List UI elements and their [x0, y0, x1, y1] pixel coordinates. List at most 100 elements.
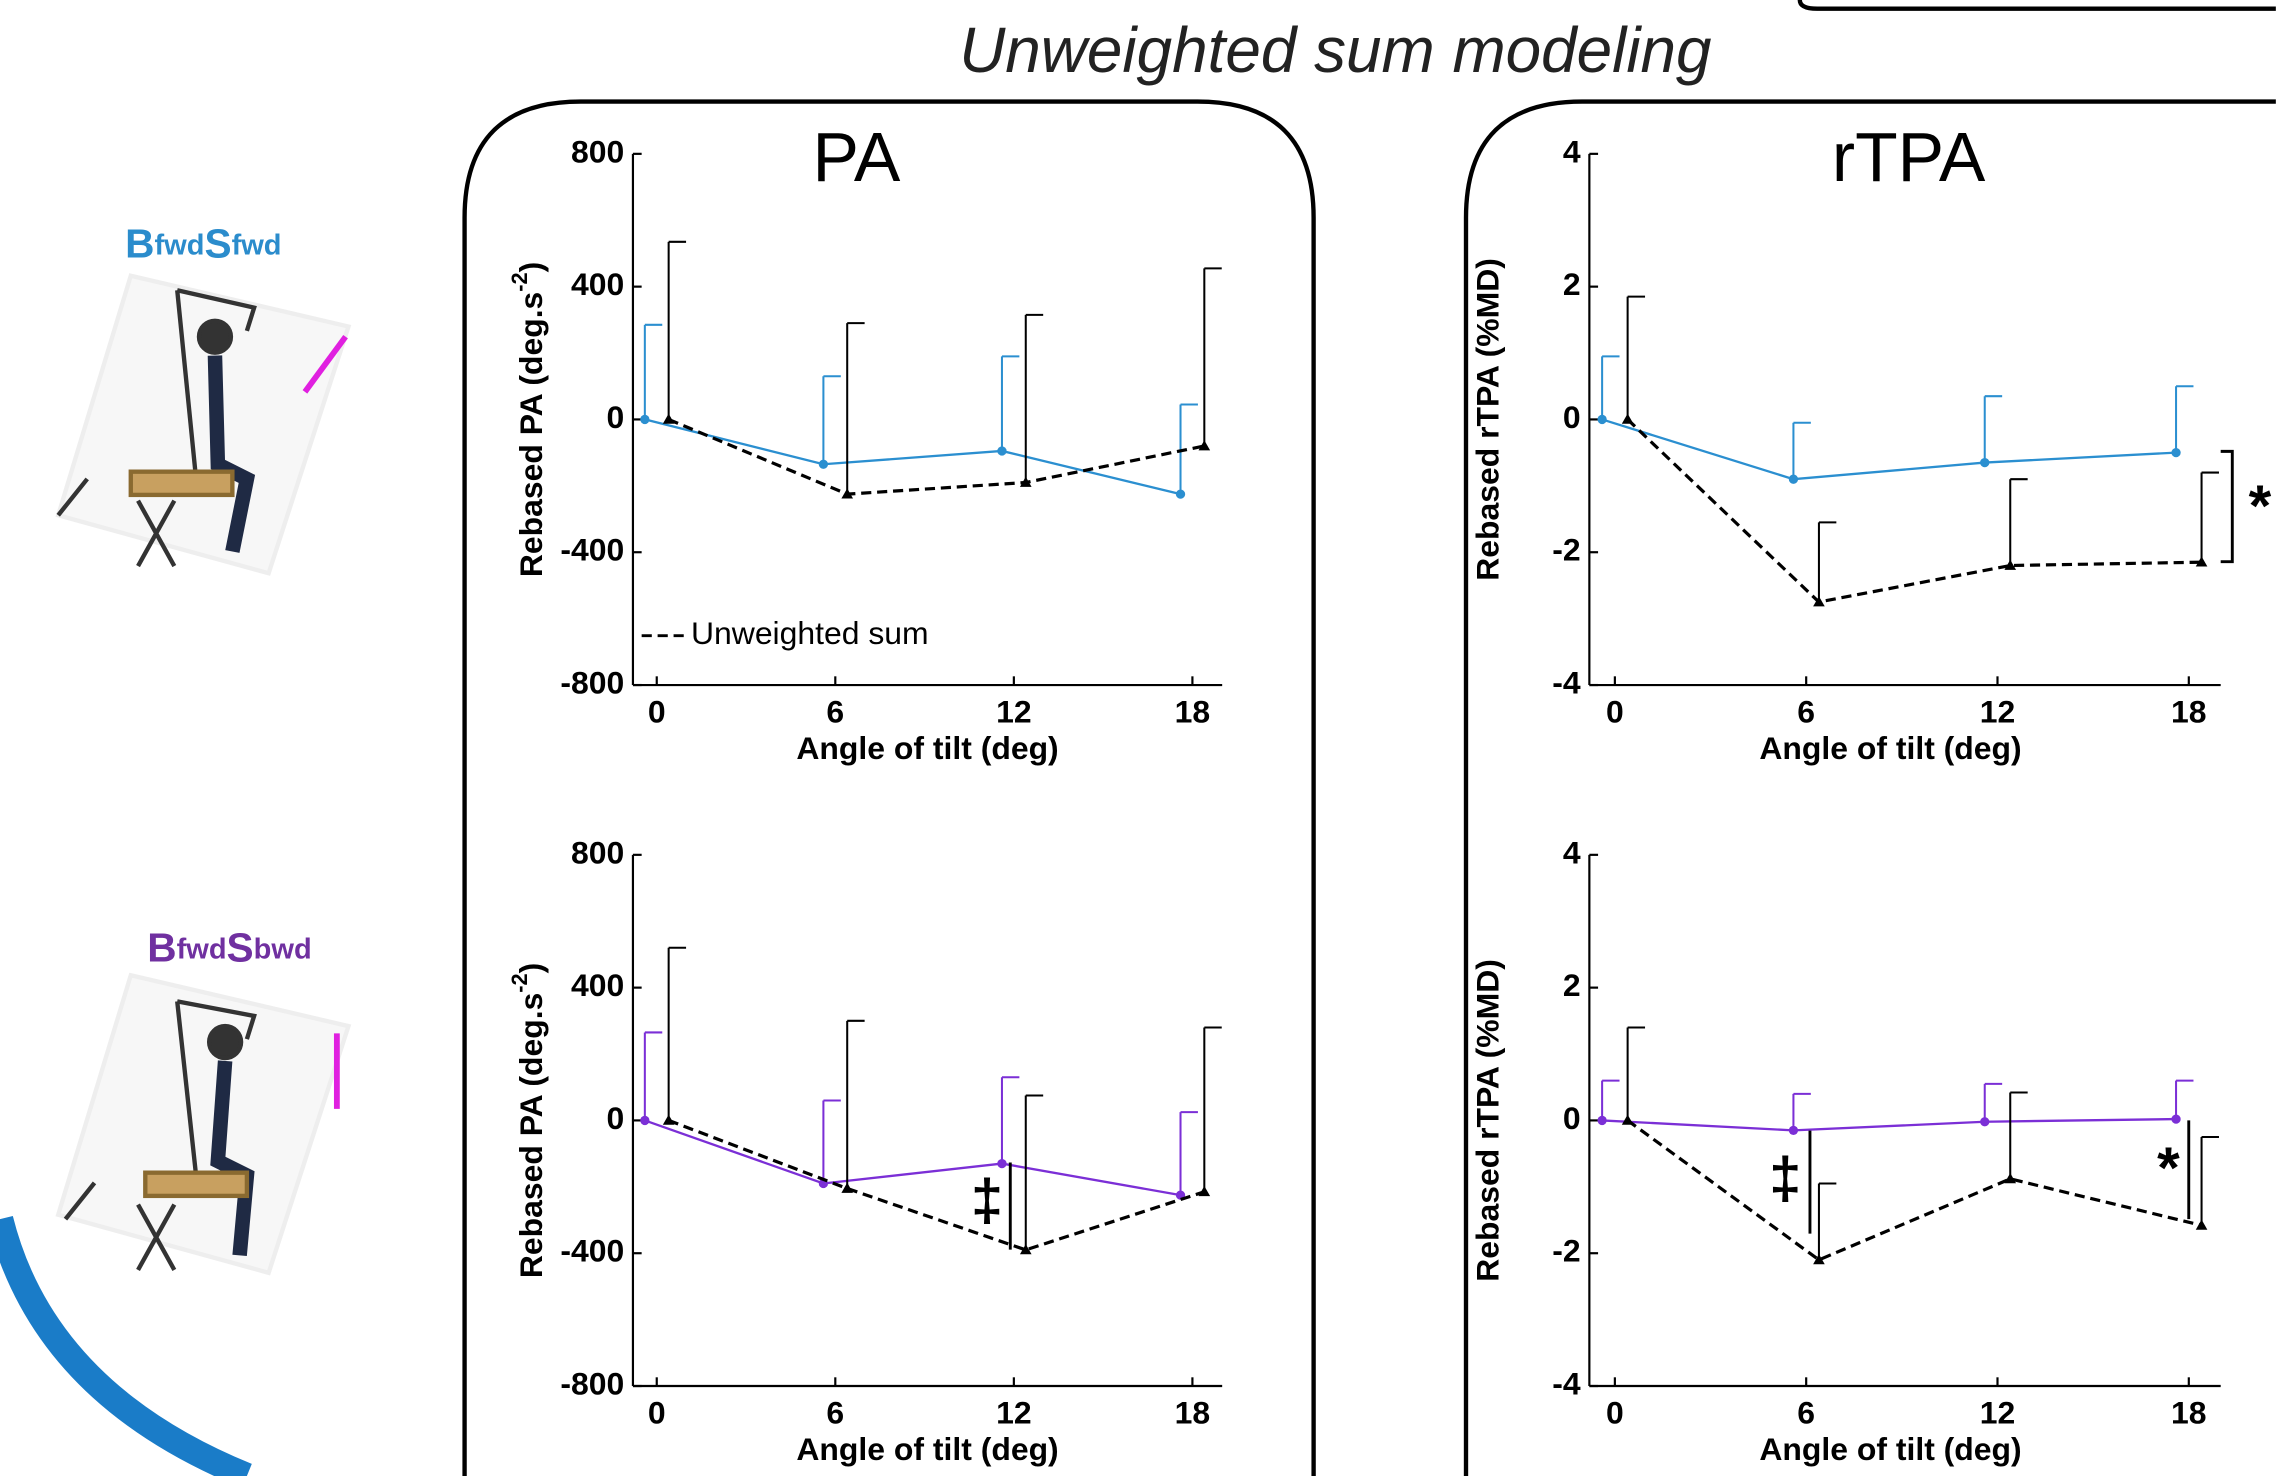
series-line — [1626, 1119, 2202, 1262]
condition-label: BfwdSfwd — [125, 220, 281, 266]
x-tick-label: 6 — [826, 693, 844, 729]
x-tick-label: 6 — [1797, 693, 1815, 729]
y-tick-label: 0 — [1563, 1100, 1581, 1136]
series-line — [644, 418, 1181, 496]
x-tick-label: 18 — [1175, 1394, 1211, 1430]
y-axis-label-part: -2 — [507, 272, 532, 291]
panel-frame — [1463, 99, 2276, 1476]
point — [640, 1115, 650, 1126]
y-axis-label: Rebased rTPA (%MD) — [1470, 258, 1506, 581]
significance-bracket — [2220, 449, 2234, 564]
point — [997, 1158, 1007, 1169]
point — [997, 446, 1007, 456]
y-tick-label: 0 — [606, 399, 624, 435]
y-tick-label: 0 — [606, 1100, 624, 1136]
y-axis-label-part: ) — [514, 262, 550, 273]
annotation: * — [2249, 474, 2272, 539]
corner-frame — [1797, 0, 2276, 11]
point — [1621, 413, 1634, 424]
x-tick-label: 18 — [1175, 693, 1211, 729]
point — [662, 413, 675, 424]
point — [1813, 1254, 1825, 1265]
y-tick-label: 2 — [1563, 967, 1581, 1003]
condition-label-part: B — [125, 220, 154, 266]
condition-label-part: S — [227, 924, 254, 970]
x-tick-label: 0 — [648, 1394, 666, 1430]
y-axis-label: Rebased rTPA (%MD) — [1470, 959, 1506, 1282]
y-tick-label: -4 — [1552, 1365, 1581, 1401]
series-line — [1601, 418, 2177, 481]
illustration — [55, 972, 352, 1276]
x-tick-label: 18 — [2171, 1394, 2207, 1430]
panel-title: PA — [813, 118, 901, 196]
condition-label-part: B — [147, 924, 176, 970]
condition-label-part: fwd — [154, 229, 204, 261]
point — [1198, 440, 1211, 451]
y-tick-label: -400 — [560, 532, 624, 568]
point — [1175, 489, 1186, 499]
x-tick-label: 6 — [826, 1394, 844, 1430]
point — [2004, 1173, 2017, 1184]
panel-frame — [462, 99, 1316, 1476]
annotation: ‡ — [971, 1168, 1003, 1233]
x-axis-label: Angle of tilt (deg) — [1759, 730, 2021, 766]
point — [841, 488, 854, 499]
point — [1019, 1244, 1032, 1255]
series-line — [668, 417, 1205, 496]
y-axis-label-part: Rebased PA (deg.s — [514, 292, 550, 577]
y-tick-label: 400 — [571, 266, 624, 302]
y-tick-label: 0 — [1563, 399, 1581, 435]
x-axis-label: Angle of tilt (deg) — [796, 730, 1058, 766]
point — [1198, 1185, 1211, 1197]
legend-label: Unweighted sum — [691, 615, 929, 651]
illustration — [55, 273, 352, 576]
y-axis-label: Rebased PA (deg.s-2) — [507, 963, 549, 1278]
point — [640, 414, 650, 425]
y-axis-label-part: Rebased rTPA (%MD) — [1470, 959, 1506, 1282]
x-tick-label: 12 — [1980, 1394, 2016, 1430]
x-tick-label: 0 — [648, 693, 666, 729]
x-tick-label: 12 — [996, 1394, 1032, 1430]
point — [818, 459, 829, 469]
point — [662, 1114, 675, 1125]
point — [1597, 1115, 1607, 1126]
x-tick-label: 18 — [2171, 693, 2207, 729]
point — [1019, 476, 1032, 487]
y-axis-label-part: Rebased rTPA (%MD) — [1470, 258, 1506, 581]
condition-label-part: S — [204, 220, 231, 266]
x-tick-label: 12 — [996, 693, 1032, 729]
point — [2004, 559, 2017, 570]
condition-label-part: bwd — [254, 933, 312, 965]
x-axis-label: Angle of tilt (deg) — [796, 1431, 1058, 1467]
point — [2171, 447, 2181, 458]
y-tick-label: -2 — [1552, 1233, 1580, 1269]
panel-title: rTPA — [1832, 118, 1986, 196]
y-tick-label: -800 — [560, 664, 624, 700]
condition-label: BfwdSbwd — [147, 924, 311, 970]
y-tick-label: -400 — [560, 1233, 624, 1269]
point — [1813, 596, 1825, 607]
slide-title: Unweighted sum modeling — [959, 14, 1711, 86]
point — [1980, 1117, 1990, 1127]
series-line — [1602, 1117, 2177, 1132]
y-tick-label: 800 — [571, 834, 624, 870]
y-tick-label: -2 — [1552, 532, 1580, 568]
y-axis-label-part: ) — [514, 963, 550, 974]
condition-label-part: fwd — [177, 933, 227, 965]
y-tick-label: 2 — [1563, 266, 1581, 302]
y-tick-label: -800 — [560, 1365, 624, 1401]
y-tick-label: 4 — [1563, 834, 1581, 870]
point — [1980, 457, 1990, 468]
series-line — [1626, 418, 2202, 604]
x-tick-label: 0 — [1606, 1394, 1624, 1430]
point — [2171, 1114, 2181, 1124]
x-tick-label: 6 — [1797, 1394, 1815, 1430]
y-axis-label-part: Rebased PA (deg.s — [514, 993, 550, 1278]
point — [841, 1182, 854, 1193]
point — [1621, 1114, 1634, 1125]
condition-label-part: fwd — [232, 229, 282, 261]
decor-arc — [0, 1215, 252, 1476]
y-axis-label: Rebased PA (deg.s-2) — [507, 262, 549, 577]
y-tick-label: 800 — [571, 133, 624, 169]
